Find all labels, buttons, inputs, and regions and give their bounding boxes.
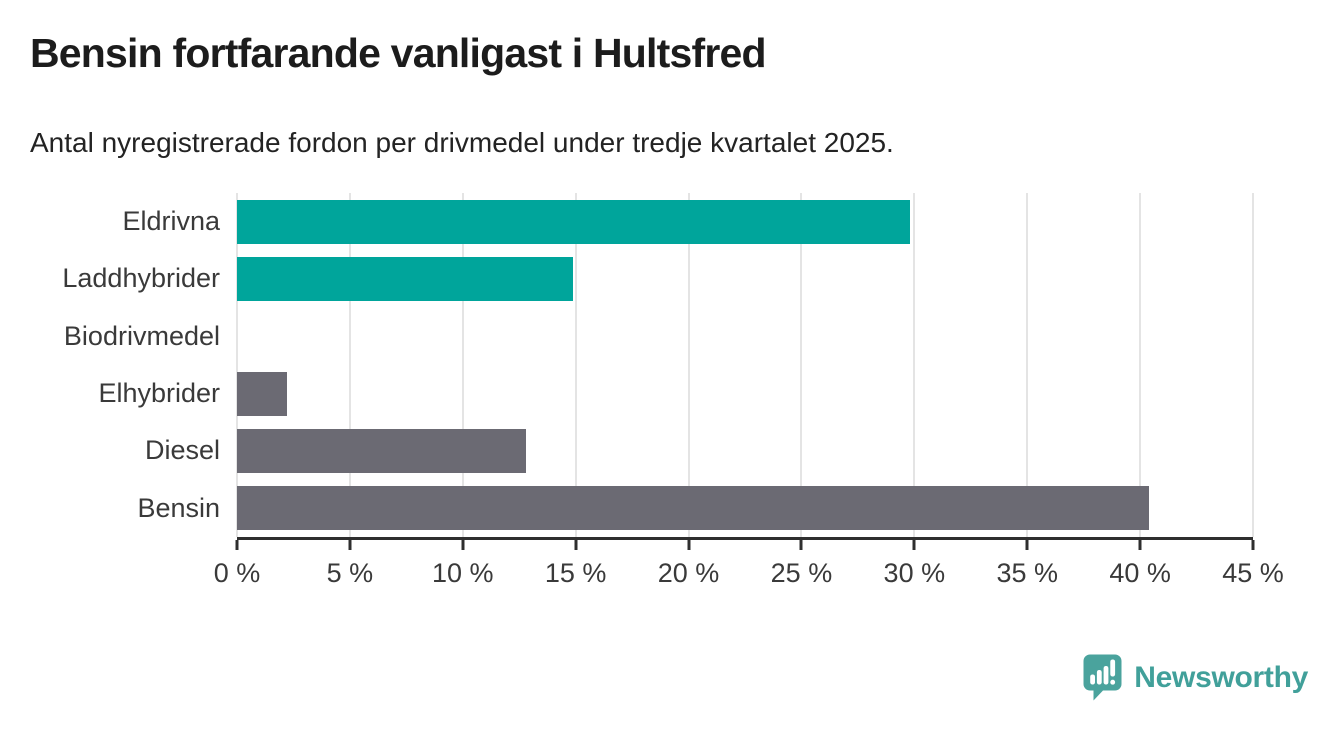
x-axis-tick <box>1251 540 1255 550</box>
newsworthy-logo: Newsworthy <box>1082 653 1308 703</box>
x-axis-tick <box>912 540 916 550</box>
bar <box>237 256 574 301</box>
bar-row: Laddhybrider <box>62 250 1253 307</box>
x-axis-tick-label: 20 % <box>657 558 720 588</box>
x-axis-tick <box>461 540 465 550</box>
bar-row: Bensin <box>137 480 1253 537</box>
category-label: Bensin <box>137 492 220 523</box>
x-axis-tick-label: 45 % <box>1222 558 1284 588</box>
category-label: Elhybrider <box>98 378 220 409</box>
gridline <box>461 193 464 537</box>
x-axis-tick <box>235 540 239 550</box>
category-label: Laddhybrider <box>62 263 220 294</box>
gridline <box>574 193 577 537</box>
chart-title: Bensin fortfarande vanligast i Hultsfred <box>30 30 767 76</box>
x-axis-tick <box>574 540 578 550</box>
bar-row: Diesel <box>145 422 1253 479</box>
category-label: Eldrivna <box>122 206 220 237</box>
x-axis-tick-label: 15 % <box>544 558 607 588</box>
x-axis-tick-label: 10 % <box>431 558 494 588</box>
chart-subtitle: Antal nyregistrerade fordon per drivmede… <box>30 127 894 158</box>
x-axis-tick <box>799 540 803 550</box>
bar <box>237 371 287 416</box>
gridline <box>1026 193 1029 537</box>
gridline <box>913 193 916 537</box>
gridline <box>348 193 351 537</box>
x-axis-tick-label: 40 % <box>1109 558 1171 588</box>
gridline <box>1252 193 1254 537</box>
x-axis-tick-label: 0 % <box>213 558 261 588</box>
bar <box>237 199 910 244</box>
bar-row: Eldrivna <box>122 193 1253 250</box>
x-axis-tick <box>1025 540 1029 550</box>
x-axis-tick-label: 35 % <box>996 558 1058 588</box>
plot-area: Eldrivna Laddhybrider Biodrivmedel Elhybrid… <box>62 193 1254 537</box>
x-axis-tick <box>1138 540 1142 550</box>
bar-chart: Eldrivna Laddhybrider Biodrivmedel Elhybrid… <box>62 193 1284 588</box>
gridline <box>236 193 238 537</box>
x-axis-tick <box>348 540 352 550</box>
x-axis-tick <box>687 540 691 550</box>
x-axis-tick-label: 30 % <box>883 558 946 588</box>
bar <box>237 428 526 473</box>
category-label: Biodrivmedel <box>63 320 220 351</box>
newsworthy-logo-icon <box>1083 654 1122 701</box>
category-label: Diesel <box>144 435 220 466</box>
x-axis: 0 % 5 % 10 % 15 % 20 % 25 % 30 % 35 % 40 % 45 % <box>214 537 1284 597</box>
gridline <box>1139 193 1142 537</box>
bar-row: Elhybrider <box>98 365 1253 422</box>
x-axis-tick-label: 5 % <box>326 558 374 588</box>
newsworthy-logo-text: Newsworthy <box>1134 661 1308 694</box>
gridline <box>800 193 803 537</box>
gridline <box>687 193 690 537</box>
x-axis-tick-label: 25 % <box>770 558 833 588</box>
bar <box>237 486 1150 531</box>
bar-row: Biodrivmedel <box>64 308 1253 365</box>
